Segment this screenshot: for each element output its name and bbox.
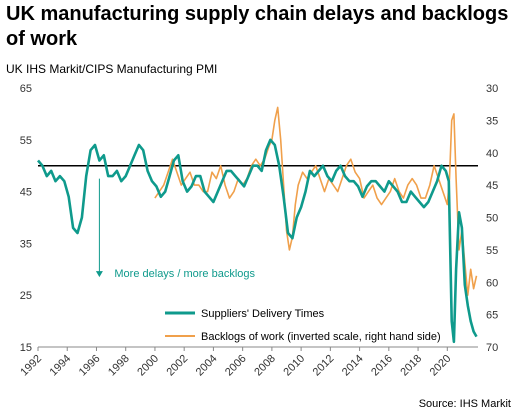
x-tick-label: 2008 — [252, 353, 278, 379]
x-tick-label: 1994 — [48, 353, 74, 379]
annotation-arrow-head — [95, 271, 103, 278]
right-tick-label: 45 — [486, 180, 498, 192]
series-line-suppliers — [37, 138, 478, 344]
x-tick-label: 1996 — [77, 353, 103, 379]
x-tick-label: 2016 — [369, 353, 395, 379]
right-tick-label: 35 — [486, 115, 498, 127]
chart-title: UK manufacturing supply chain delays and… — [6, 3, 509, 50]
x-tick-label: 2002 — [165, 353, 191, 379]
x-axis: 1992 1994 1996 1998 2000 2002 2004 2006 2008 2010… — [18, 347, 453, 378]
right-tick-label: 70 — [486, 342, 498, 354]
right-tick-label: 40 — [486, 148, 498, 160]
annotation: More delays / more backlogs — [95, 178, 256, 280]
legend: Suppliers' Delivery Times Backlogs of wo… — [165, 308, 441, 343]
x-tick-label: 2004 — [194, 353, 220, 379]
x-tick-label: 2006 — [223, 353, 249, 379]
right-tick-label: 65 — [486, 310, 498, 322]
left-tick-label: 25 — [20, 290, 32, 302]
right-axis: 30 35 40 45 50 55 60 65 70 — [486, 83, 498, 354]
left-tick-label: 65 — [20, 83, 32, 95]
source-note: Source: IHS Markit — [418, 398, 511, 410]
left-tick-label: 45 — [20, 187, 32, 199]
series-layer — [37, 106, 478, 344]
left-tick-label: 15 — [20, 342, 32, 354]
x-tick-label: 1992 — [18, 353, 44, 379]
left-axis: 15 25 35 45 55 65 — [20, 83, 32, 354]
left-tick-label: 55 — [20, 135, 32, 147]
legend-label-backlogs: Backlogs of work (inverted scale, right … — [201, 331, 441, 343]
x-tick-label: 2012 — [311, 353, 337, 379]
right-tick-label: 50 — [486, 213, 498, 225]
right-tick-label: 30 — [486, 83, 498, 95]
annotation-text: More delays / more backlogs — [114, 268, 255, 280]
x-tick-label: 2010 — [281, 353, 307, 379]
legend-label-suppliers: Suppliers' Delivery Times — [201, 308, 325, 320]
right-tick-label: 60 — [486, 277, 498, 289]
x-tick-label: 1998 — [106, 353, 132, 379]
x-tick-label: 2000 — [135, 353, 161, 379]
x-tick-label: 2014 — [340, 353, 366, 379]
chart-subtitle: UK IHS Markit/CIPS Manufacturing PMI — [6, 62, 218, 76]
x-tick-label: 2020 — [428, 353, 454, 379]
left-tick-label: 35 — [20, 238, 32, 250]
x-tick-label: 2018 — [398, 353, 424, 379]
right-tick-label: 55 — [486, 245, 498, 257]
